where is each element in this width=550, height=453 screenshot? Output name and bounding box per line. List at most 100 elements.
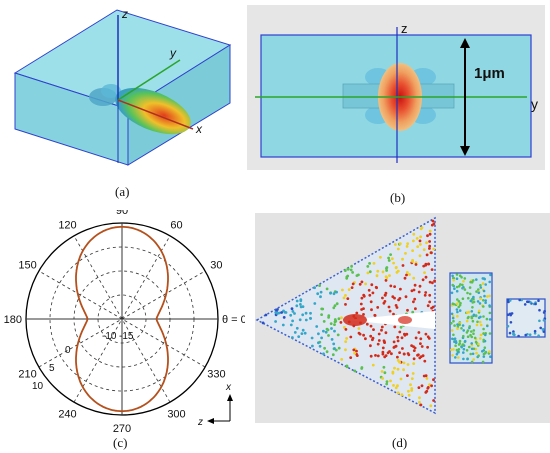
field-vector [489,273,492,277]
field-vector [539,326,542,330]
field-vector [462,280,465,283]
field-vector [349,356,353,359]
field-vector [412,276,416,280]
field-vector [460,276,463,279]
field-vector [428,240,431,243]
field-vector [424,275,428,279]
field-vector [461,324,465,327]
field-vector [394,386,398,390]
radial-label: 10 [32,381,44,392]
field-vector [452,319,455,323]
field-vector [469,280,472,284]
field-vector [358,332,362,336]
field-vector [418,400,421,404]
field-vector [418,396,421,400]
field-vector [344,348,347,352]
field-vector [479,323,483,327]
field-vector [508,299,512,302]
field-vector [472,332,475,335]
field-vector [408,273,411,276]
angle-label: 30 [210,260,222,272]
field-vector [528,333,532,336]
field-vector [333,329,336,333]
field-vector [506,324,510,328]
field-vector [396,384,399,388]
field-vector [394,304,398,307]
scale-label: 1μm [474,65,505,82]
field-vector [451,354,454,357]
field-vector [469,352,472,356]
field-vector [424,332,428,336]
field-vector [542,330,546,333]
radiation-pattern-curve [75,225,169,413]
caption-d: (d) [392,435,408,450]
field-vector [264,313,268,317]
field-vector [470,347,474,351]
field-vector [411,249,414,252]
field-vector [489,355,492,358]
field-vector [486,295,489,298]
field-vector [293,331,297,334]
field-vector [332,292,336,296]
field-vector [397,298,400,302]
field-vector [396,269,400,273]
field-vector [342,326,346,329]
field-vector [472,279,475,282]
field-vector [277,311,281,315]
field-vector [355,311,359,315]
field-vector [484,283,487,286]
field-vector [542,311,546,314]
panel-d-field-vectors [255,213,550,423]
field-vector [413,297,417,301]
field-vector [478,302,482,305]
field-vector [339,321,343,324]
field-vector [419,235,422,239]
field-vector [482,352,486,356]
field-vector [380,328,383,332]
field-vector [452,333,455,337]
field-vector [479,333,483,337]
field-vector [355,353,359,356]
field-vector [412,232,416,236]
coord-label-x: x [225,382,232,393]
field-vector [401,257,404,261]
field-vector [301,313,305,317]
field-vector [357,327,361,330]
field-vector [396,355,399,359]
field-vector [419,403,423,407]
field-vector [380,370,384,373]
field-vector [459,283,462,286]
field-vector [423,293,427,297]
field-vector [396,391,400,395]
field-vector [472,347,476,351]
field-vector [430,268,434,271]
angle-label: 180 [4,314,22,326]
field-vector [481,360,485,364]
field-vector [475,290,478,293]
field-vector [282,316,286,319]
field-vector [412,362,416,365]
field-vector [289,323,293,327]
field-vector [422,248,426,252]
field-vector [482,327,485,331]
field-vector [402,368,405,372]
field-vector [471,306,474,309]
field-vector [429,251,433,254]
field-vector [344,340,348,343]
field-vector [461,283,464,287]
field-vector [470,360,474,364]
field-vector [462,286,465,289]
field-vector [416,245,420,248]
field-vector [375,274,379,278]
field-vector [462,357,465,361]
field-vector [274,320,277,323]
field-vector [488,332,492,335]
field-vector [320,313,323,316]
polar-grid-spoke [38,270,206,368]
field-vector [319,290,323,294]
field-vector [322,352,325,356]
field-vector [403,276,407,280]
field-vector [390,352,393,356]
field-vector [362,333,365,337]
field-vector [376,354,380,358]
